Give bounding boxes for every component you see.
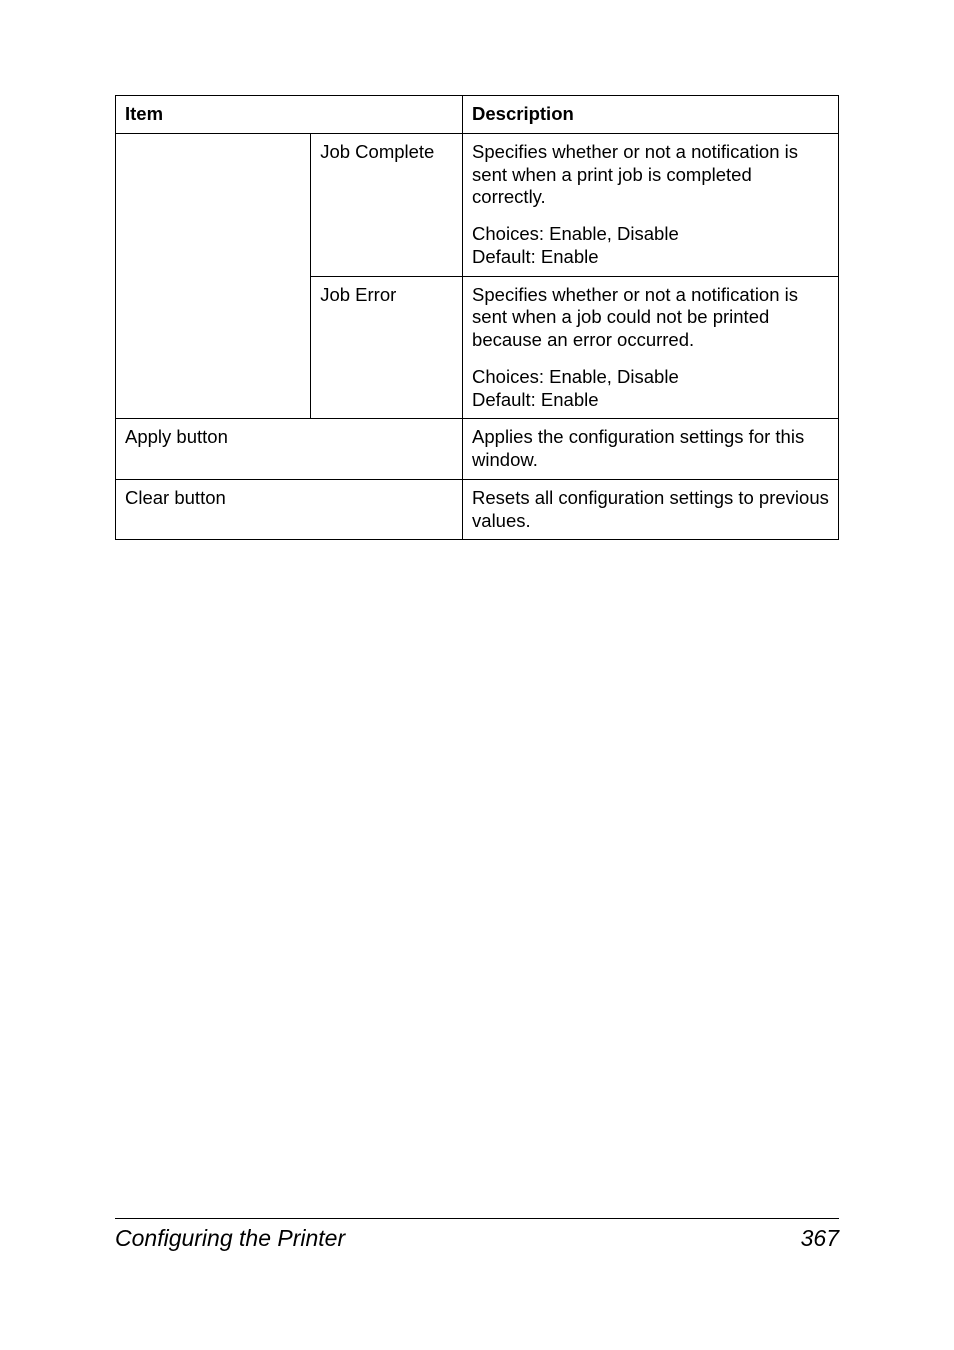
job-complete-default: Default: Enable	[472, 246, 599, 267]
footer-left: Configuring the Printer	[115, 1225, 345, 1252]
clear-button-desc: Resets all configuration settings to pre…	[463, 479, 839, 540]
config-table: Item Description Job Complete Specifies …	[115, 95, 839, 540]
table-header-row: Item Description	[116, 96, 839, 134]
job-error-label: Job Error	[311, 276, 463, 419]
job-complete-desc: Specifies whether or not a notification …	[463, 133, 839, 216]
table-row: Job Complete Specifies whether or not a …	[116, 133, 839, 216]
job-error-choices: Choices: Enable, Disable	[472, 366, 679, 387]
job-error-choices-cell: Choices: Enable, Disable Default: Enable	[463, 359, 839, 419]
empty-left-cell	[116, 133, 311, 419]
header-item: Item	[116, 96, 463, 134]
apply-button-desc: Applies the configuration settings for t…	[463, 419, 839, 480]
page-content: Item Description Job Complete Specifies …	[0, 0, 954, 540]
job-complete-label: Job Complete	[311, 133, 463, 276]
job-complete-choices: Choices: Enable, Disable	[472, 223, 679, 244]
job-complete-choices-cell: Choices: Enable, Disable Default: Enable	[463, 216, 839, 276]
page-footer: Configuring the Printer 367	[115, 1218, 839, 1252]
apply-button-label: Apply button	[116, 419, 463, 480]
job-error-default: Default: Enable	[472, 389, 599, 410]
footer-page-number: 367	[801, 1225, 839, 1252]
table-row: Clear button Resets all configuration se…	[116, 479, 839, 540]
table-row: Apply button Applies the configuration s…	[116, 419, 839, 480]
clear-button-label: Clear button	[116, 479, 463, 540]
job-error-desc: Specifies whether or not a notification …	[463, 276, 839, 359]
header-description: Description	[463, 96, 839, 134]
